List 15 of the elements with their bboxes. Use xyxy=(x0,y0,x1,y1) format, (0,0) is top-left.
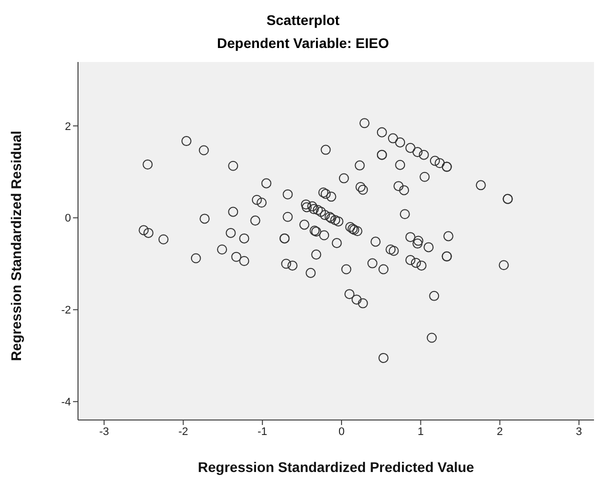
x-tick-label: -1 xyxy=(258,426,268,438)
chart-subtitle: Dependent Variable: EIEO xyxy=(216,34,390,53)
x-axis-title: Regression Standardized Predicted Value xyxy=(198,459,474,475)
x-tick-label: 2 xyxy=(496,426,503,438)
x-tick-label: 0 xyxy=(338,426,345,438)
x-tick-label: -3 xyxy=(99,426,110,438)
y-axis-title: Regression Standardized Residual xyxy=(8,130,24,361)
x-tick-label: 1 xyxy=(418,426,424,438)
y-tick-label: 0 xyxy=(64,212,71,225)
chart-title: Scatterplot xyxy=(265,11,341,30)
y-tick-label: -4 xyxy=(61,396,71,409)
y-tick-label: -2 xyxy=(61,304,71,317)
y-tick-label: 2 xyxy=(64,120,71,133)
x-tick-label: -2 xyxy=(178,426,188,438)
x-tick-label: 3 xyxy=(576,426,582,438)
